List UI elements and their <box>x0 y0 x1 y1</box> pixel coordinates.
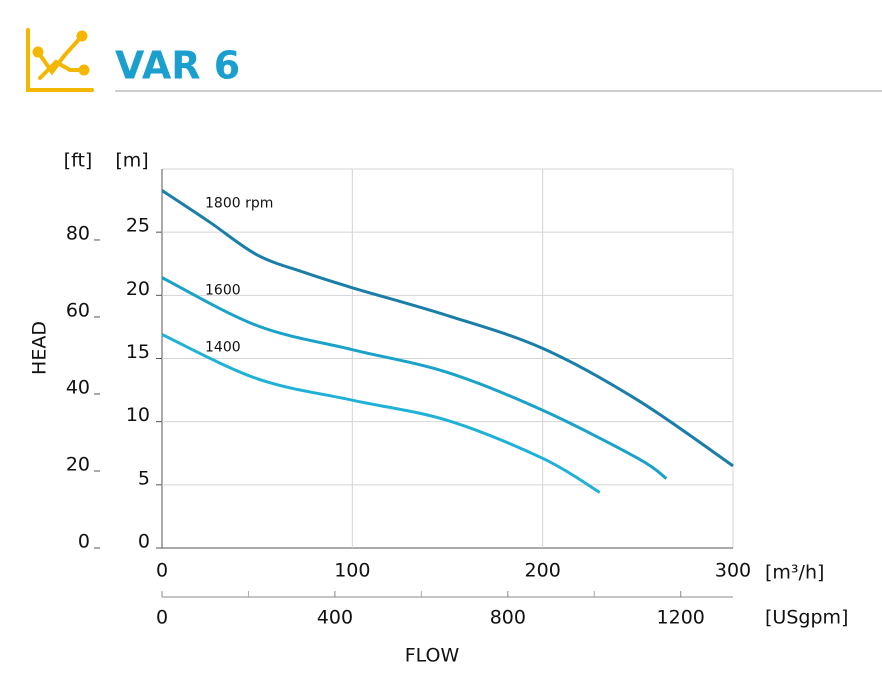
curve <box>161 333 601 494</box>
y2-tick-label: 20 <box>66 453 90 475</box>
x-unit: [m³/h] <box>765 562 824 584</box>
curve <box>161 276 668 480</box>
curve-label: 1400 <box>205 339 241 355</box>
y2-tick-label: 40 <box>66 376 90 398</box>
icon <box>26 28 94 92</box>
y2-tick-label: 0 <box>78 531 90 553</box>
x2-tick-label: 0 <box>156 607 168 629</box>
x-tick-label: 100 <box>334 560 370 582</box>
x2-unit: [USgpm] <box>765 607 848 629</box>
x-tick-label: 300 <box>715 560 751 582</box>
x-label: FLOW <box>405 645 460 667</box>
y2-unit: [ft] <box>64 150 93 172</box>
y2-tick-label: 80 <box>66 222 90 244</box>
x2-tick-label: 400 <box>317 607 353 629</box>
curve <box>161 189 734 468</box>
y2-tick-label: 60 <box>66 299 90 321</box>
y-label: HEAD <box>29 321 51 375</box>
curve-label: 1600 <box>205 283 241 299</box>
y-tick-label: 25 <box>126 215 150 237</box>
y-tick-label: 20 <box>126 278 150 300</box>
y-tick-label: 0 <box>138 531 150 553</box>
y-unit: [m] <box>115 150 148 172</box>
x2-tick-label: 800 <box>490 607 526 629</box>
x-tick-label: 0 <box>156 560 168 582</box>
chart-title: VAR 6 <box>115 44 240 88</box>
y-tick-label: 15 <box>126 341 150 363</box>
curve-label: 1800 rpm <box>205 195 273 211</box>
x-tick-label: 200 <box>525 560 561 582</box>
x2-tick-label: 1200 <box>657 607 705 629</box>
y-tick-label: 5 <box>138 467 150 489</box>
y-tick-label: 10 <box>126 404 150 426</box>
